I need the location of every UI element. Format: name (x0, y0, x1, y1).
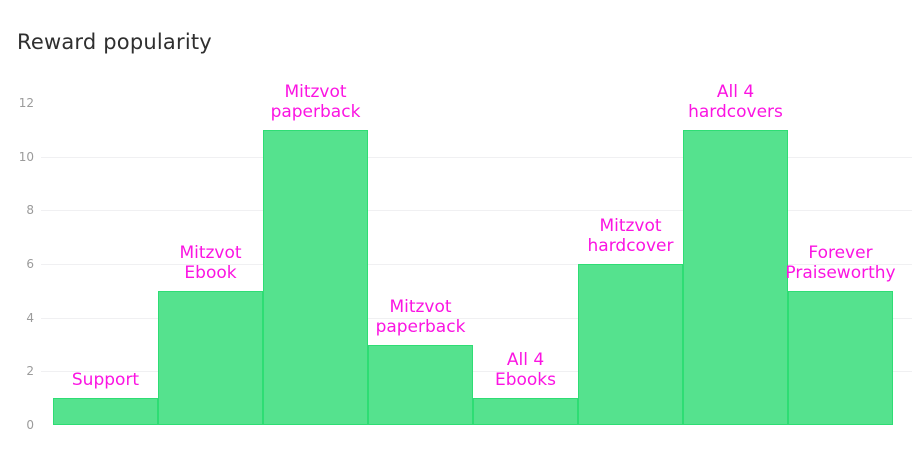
y-axis-tick-label: 2 (26, 364, 34, 379)
bar-2[interactable] (158, 290, 263, 425)
y-axis-tick-label: 4 (26, 310, 34, 325)
bar-5[interactable] (473, 398, 578, 425)
bar-label-3: Mitzvot paperback (270, 81, 361, 122)
gridline-y-8 (41, 210, 912, 212)
y-axis-tick-label: 8 (26, 203, 34, 218)
gridline-y-4 (41, 317, 912, 319)
y-axis-tick-label: 10 (18, 149, 34, 164)
bar-1[interactable] (53, 398, 158, 425)
bar-3[interactable] (263, 129, 368, 425)
chart-title: Reward popularity (17, 30, 212, 54)
bar-4[interactable] (368, 344, 473, 425)
bar-8[interactable] (788, 290, 893, 425)
gridline-y-10 (41, 156, 912, 158)
y-axis-tick-label: 0 (26, 418, 34, 432)
y-axis-tick-label: 12 (18, 96, 34, 110)
bar-7[interactable] (683, 129, 788, 425)
gridline-y-6 (41, 264, 912, 265)
bar-label-1: Support (71, 370, 140, 391)
bar-label-6: Mitzvot hardcover (587, 216, 674, 256)
y-axis-tick-label: 6 (26, 257, 34, 271)
bar-label-4: Mitzvot paperback (375, 296, 466, 337)
bar-label-7: All 4 hardcovers (688, 81, 783, 122)
bar-6[interactable] (578, 264, 683, 425)
gridline-y-2 (41, 371, 912, 373)
bar-label-8: Forever Praiseworthy (785, 242, 896, 283)
bar-label-5: All 4 Ebooks (494, 350, 557, 391)
bar-label-2: Mitzvot Ebook (179, 242, 242, 283)
